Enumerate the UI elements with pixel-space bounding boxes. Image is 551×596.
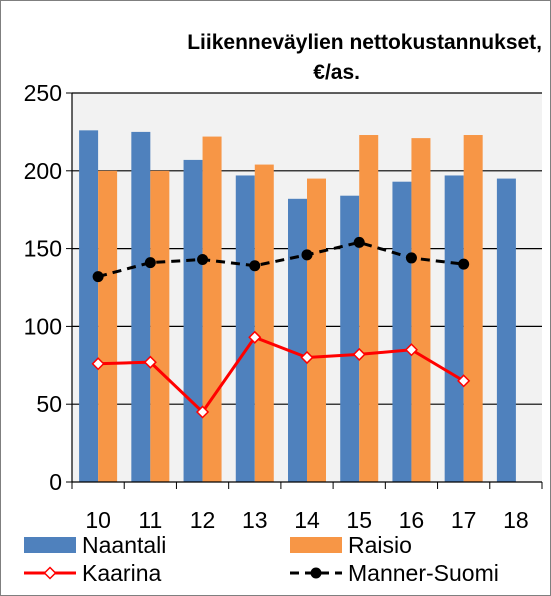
- chart-title-line-1: Liikenneväylien nettokustannukset,: [187, 31, 542, 54]
- legend-item-manner-suomi: Manner-Suomi: [290, 560, 499, 586]
- marker-manner-suomi: [92, 271, 104, 283]
- marker-manner-suomi: [458, 258, 470, 270]
- bar-naantali: [79, 130, 99, 482]
- x-tick-label: 11: [138, 507, 162, 533]
- legend-swatch: [24, 537, 76, 553]
- bar-naantali: [131, 131, 151, 482]
- legend-label: Naantali: [82, 532, 166, 558]
- x-tick-label: 14: [294, 507, 320, 533]
- legend-swatch: [290, 537, 342, 553]
- bar-raisio: [98, 170, 118, 483]
- marker-kaarina: [300, 350, 314, 365]
- marker-manner-suomi: [197, 253, 209, 265]
- x-tick-label: 12: [190, 507, 216, 533]
- legend-marker: [310, 567, 322, 579]
- y-tick-label: 200: [24, 158, 62, 184]
- bar-naantali: [235, 175, 255, 482]
- marker-manner-suomi: [249, 260, 261, 272]
- marker-kaarina: [195, 405, 210, 419]
- legend-label: Kaarina: [82, 560, 161, 586]
- bar-naantali: [444, 175, 464, 482]
- x-tick-label: 10: [85, 507, 111, 533]
- marker-kaarina: [404, 343, 419, 357]
- marker-kaarina: [91, 357, 105, 371]
- y-tick-label: 100: [24, 313, 62, 339]
- legend-label: Raisio: [348, 532, 412, 558]
- bar-raisio: [411, 138, 431, 482]
- legend-item-kaarina: Kaarina: [24, 560, 161, 586]
- x-tick-label: 18: [503, 507, 529, 533]
- marker-manner-suomi: [405, 252, 417, 264]
- marker-manner-suomi: [353, 236, 365, 248]
- bar-raisio: [463, 135, 483, 482]
- x-tick-label: 17: [451, 507, 477, 533]
- y-tick-label: 250: [24, 80, 62, 106]
- bar-naantali: [496, 178, 516, 482]
- bar-raisio: [254, 164, 274, 483]
- marker-kaarina: [352, 347, 366, 361]
- y-tick-label: 150: [24, 236, 62, 262]
- bar-raisio: [150, 170, 170, 483]
- line-manner-suomi: [97, 240, 464, 279]
- marker-kaarina: [457, 374, 471, 388]
- bar-naantali: [392, 181, 412, 482]
- legend-label: Manner-Suomi: [348, 560, 499, 586]
- bar-raisio: [307, 178, 326, 482]
- x-tick-label: 15: [346, 507, 372, 533]
- bar-naantali: [340, 195, 360, 483]
- y-tick-label: 50: [36, 391, 62, 417]
- marker-kaarina: [143, 355, 157, 369]
- chart-title-line-2: €/as.: [313, 61, 360, 84]
- marker-kaarina: [248, 330, 262, 344]
- x-tick-label: 13: [242, 507, 268, 533]
- legend-item-raisio: Raisio: [290, 532, 412, 558]
- legend-marker: [43, 566, 57, 580]
- legend-item-naantali: Naantali: [24, 532, 166, 558]
- bar-naantali: [288, 198, 307, 483]
- marker-manner-suomi: [144, 257, 156, 269]
- bar-raisio: [359, 135, 379, 482]
- x-tick-label: 16: [399, 507, 425, 533]
- bar-raisio: [202, 136, 222, 482]
- line-kaarina: [98, 335, 465, 415]
- bar-naantali: [183, 159, 203, 482]
- y-tick-label: 0: [49, 469, 62, 495]
- marker-manner-suomi: [301, 249, 313, 261]
